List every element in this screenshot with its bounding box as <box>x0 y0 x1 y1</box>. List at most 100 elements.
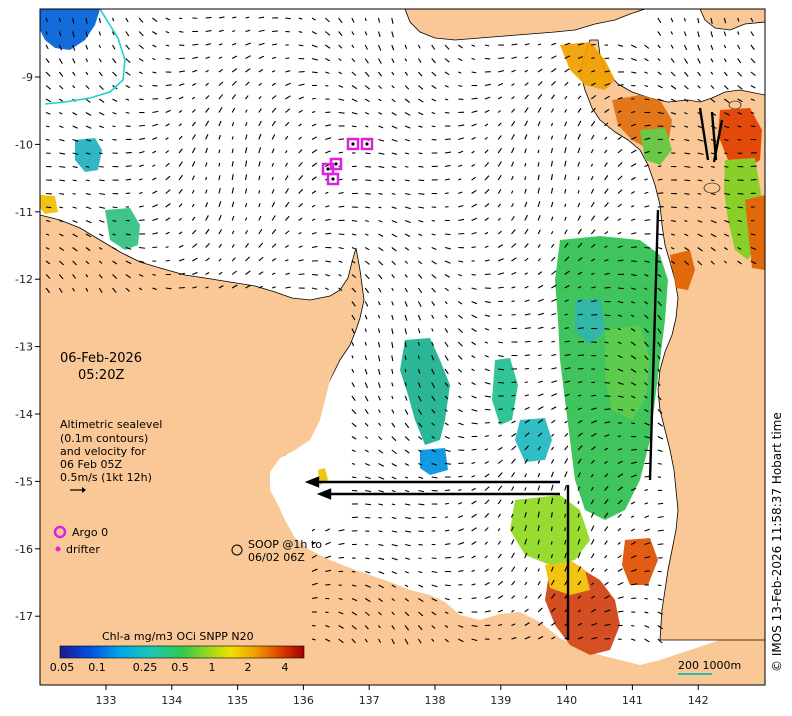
velocity-arrow <box>551 607 556 613</box>
velocity-arrow <box>471 287 477 290</box>
velocity-arrow <box>670 71 676 77</box>
velocity-arrow <box>338 44 343 49</box>
velocity-arrow <box>683 58 689 64</box>
velocity-arrow <box>377 382 381 388</box>
velocity-arrow <box>431 111 436 115</box>
velocity-arrow <box>444 449 451 452</box>
velocity-arrow <box>604 230 609 235</box>
argo-float-marker[interactable] <box>326 172 340 186</box>
velocity-arrow <box>750 31 755 37</box>
velocity-arrow <box>577 609 582 613</box>
velocity-arrow <box>630 528 635 532</box>
velocity-arrow <box>205 189 208 194</box>
velocity-arrow <box>524 419 531 424</box>
velocity-arrow <box>418 530 424 533</box>
velocity-arrow <box>218 201 222 208</box>
velocity-arrow <box>750 58 756 64</box>
colorbar-tick-label: 0.25 <box>133 661 158 674</box>
velocity-arrow <box>245 68 251 73</box>
velocity-arrow <box>550 94 556 100</box>
velocity-arrow <box>644 542 651 546</box>
argo-float-marker[interactable] <box>346 137 360 151</box>
velocity-arrow <box>218 258 222 262</box>
velocity-arrow <box>45 31 48 35</box>
velocity-arrow <box>404 598 410 602</box>
velocity-arrow <box>378 557 385 561</box>
velocity-arrow <box>537 135 540 140</box>
velocity-arrow <box>138 260 145 263</box>
velocity-arrow <box>564 216 567 221</box>
velocity-arrow <box>85 138 92 142</box>
velocity-arrow <box>98 247 103 250</box>
velocity-arrow <box>364 611 370 617</box>
velocity-arrow <box>431 476 438 479</box>
velocity-arrow <box>564 55 571 59</box>
velocity-arrow <box>723 85 729 90</box>
velocity-arrow <box>112 71 118 77</box>
velocity-arrow <box>577 242 583 248</box>
velocity-arrow <box>218 56 223 59</box>
velocity-arrow <box>444 435 450 439</box>
velocity-arrow <box>417 341 420 346</box>
velocity-arrow <box>524 162 527 167</box>
velocity-arrow <box>444 111 450 114</box>
velocity-arrow <box>218 29 224 33</box>
velocity-arrow <box>524 354 530 357</box>
velocity-arrow <box>244 202 248 208</box>
velocity-arrow <box>218 229 223 235</box>
velocity-arrow <box>644 395 648 399</box>
velocity-arrow <box>670 44 674 49</box>
velocity-arrow <box>258 55 265 60</box>
velocity-arrow <box>724 192 731 196</box>
velocity-arrow <box>351 98 358 102</box>
velocity-arrow <box>577 161 580 167</box>
velocity-arrow <box>59 192 65 195</box>
velocity-arrow <box>85 274 89 278</box>
velocity-arrow <box>125 17 129 23</box>
velocity-arrow <box>710 31 714 38</box>
velocity-arrow <box>45 219 51 223</box>
argo-float-marker[interactable] <box>360 137 374 151</box>
velocity-arrow <box>364 409 369 415</box>
velocity-arrow <box>271 272 276 275</box>
velocity-arrow <box>391 570 398 575</box>
velocity-arrow <box>697 152 704 155</box>
velocity-arrow <box>457 341 463 347</box>
velocity-arrow <box>351 314 356 321</box>
velocity-arrow <box>524 367 529 370</box>
velocity-arrow <box>298 231 302 235</box>
velocity-arrow <box>418 449 422 453</box>
velocity-arrow <box>231 107 236 113</box>
velocity-arrow <box>191 109 196 113</box>
velocity-arrow <box>378 287 382 293</box>
velocity-arrow <box>58 98 63 102</box>
velocity-arrow <box>697 17 700 24</box>
velocity-arrow <box>524 313 531 316</box>
velocity-arrow <box>537 406 544 410</box>
velocity-arrow <box>457 395 462 399</box>
velocity-arrow <box>644 341 649 347</box>
velocity-arrow <box>577 513 580 518</box>
velocity-arrow <box>338 287 343 292</box>
velocity-arrow <box>431 301 436 307</box>
velocity-arrow <box>550 541 553 545</box>
velocity-arrow <box>404 368 407 373</box>
velocity-arrow <box>577 367 584 370</box>
velocity-arrow <box>58 31 62 37</box>
velocity-arrow <box>657 165 662 168</box>
velocity-arrow <box>644 84 649 88</box>
velocity-arrow <box>631 111 636 114</box>
velocity-arrow <box>245 270 251 275</box>
velocity-arrow <box>697 98 701 102</box>
velocity-arrow <box>644 611 649 614</box>
velocity-arrow <box>550 173 553 181</box>
velocity-arrow <box>710 71 714 75</box>
velocity-arrow <box>244 134 248 140</box>
velocity-arrow <box>604 498 609 505</box>
velocity-arrow <box>258 16 265 19</box>
velocity-arrow <box>404 557 410 560</box>
velocity-arrow <box>484 123 489 127</box>
velocity-arrow <box>684 85 689 90</box>
velocity-arrow <box>590 188 595 194</box>
